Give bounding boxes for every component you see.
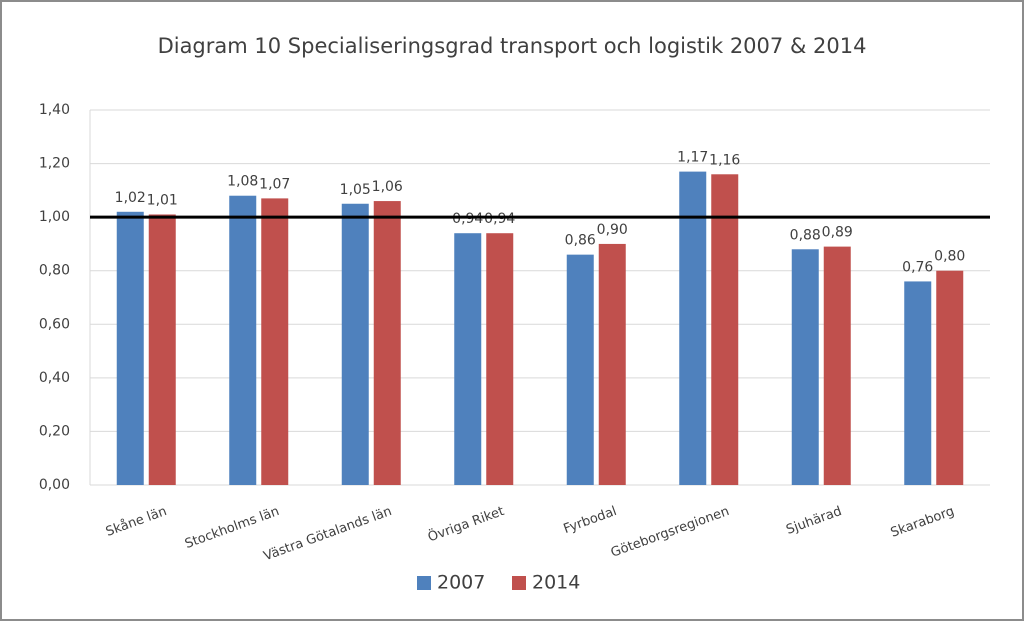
value-label: 0,80 [934,249,965,265]
bar [904,281,932,485]
y-tick-label: 1,40 [39,102,70,118]
y-tick-label: 0,40 [39,370,70,386]
bar [711,174,739,486]
value-label: 1,06 [372,179,403,195]
bar [116,211,144,486]
value-label: 1,02 [115,190,146,206]
y-tick-label: 0,20 [39,423,70,439]
bar [791,249,819,485]
legend-label: 2014 [532,572,580,594]
bar [454,233,482,485]
value-label: 0,86 [565,233,596,249]
bar [261,198,289,485]
bar [679,171,707,485]
value-label: 1,01 [147,192,178,208]
legend-label: 2007 [437,572,485,594]
value-label: 0,88 [790,227,821,243]
y-tick-label: 1,20 [39,156,70,172]
value-label: 1,07 [259,176,290,192]
bar [486,233,514,485]
value-label: 1,08 [227,174,258,190]
value-label: 0,89 [822,225,853,241]
legend-swatch [417,576,431,590]
value-label: 1,16 [709,152,740,168]
bar [823,246,851,485]
chart-title: Diagram 10 Specialiseringsgrad transport… [158,34,867,58]
bar [566,254,594,485]
value-label: 1,05 [340,182,371,198]
value-label: 1,17 [677,150,708,166]
y-tick-label: 0,00 [39,477,70,493]
legend-swatch [512,576,526,590]
y-tick-label: 1,00 [39,209,70,225]
y-tick-label: 0,60 [39,316,70,332]
y-tick-label: 0,80 [39,263,70,279]
bar [229,195,257,485]
bar [936,270,964,485]
bar [341,203,369,485]
bar [373,201,401,486]
bar [598,243,626,485]
value-label: 0,94 [484,211,515,227]
value-label: 0,90 [597,222,628,238]
bar [148,214,176,485]
value-label: 0,76 [902,259,933,275]
value-label: 0,94 [452,211,483,227]
